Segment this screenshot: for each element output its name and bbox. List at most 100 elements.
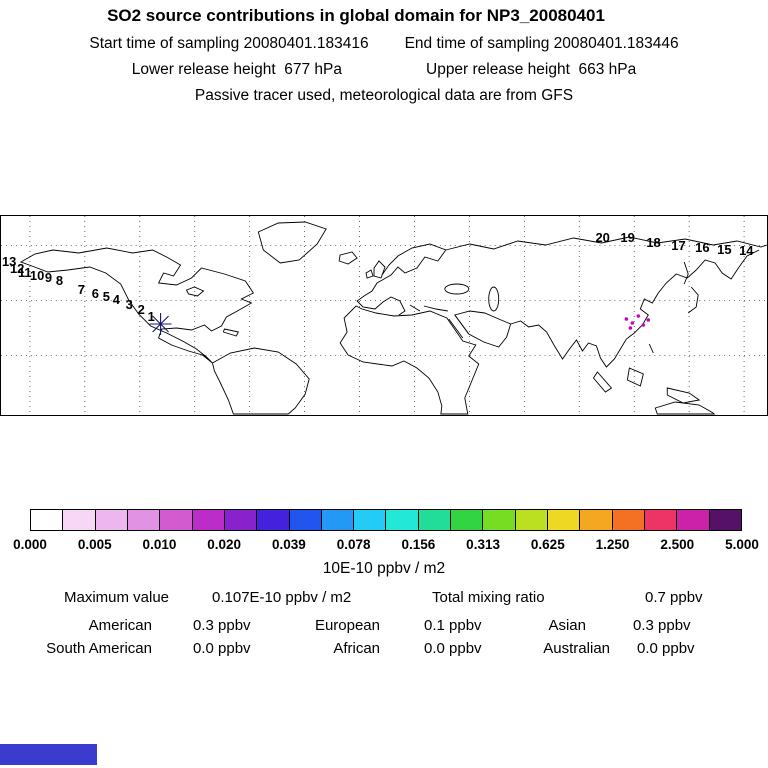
colorbar-tick-label: 0.010 <box>142 537 177 552</box>
hotspot-dot <box>624 317 629 321</box>
trajectory-hour-label: 15 <box>717 242 731 257</box>
colorbar-unit: 10E-10 ppbv / m2 <box>322 560 446 577</box>
colorbar-tick-label: 2.500 <box>660 537 695 552</box>
coast-europe <box>356 243 447 316</box>
region-value-african: 0.0 ppbv <box>424 640 482 657</box>
region-value-american: 0.3 ppbv <box>193 617 251 634</box>
trajectory-hour-label: 3 <box>126 297 133 312</box>
colorbar-cell <box>321 510 355 530</box>
trajectory-hour-label: 11 <box>18 265 32 280</box>
colorbar-cell <box>515 510 548 530</box>
coast-philippines <box>648 343 654 354</box>
world-map-panel: 20 19 18 17 16 15 14 13 12 11 10 9 8 7 6 5 4 3 2 1 <box>0 215 768 416</box>
coast-cuba <box>222 328 240 337</box>
trajectory-hour-label: 16 <box>695 240 709 255</box>
colorbar-cell <box>31 510 64 530</box>
graticule-gridlines <box>1 216 767 415</box>
colorbar-tick-label: 1.250 <box>595 537 630 552</box>
max-value: 0.107E-10 ppbv / m2 <box>212 589 352 606</box>
trajectory-hour-label: 1 <box>148 309 155 324</box>
colorbar-cell <box>580 510 613 530</box>
trajectory-hour-label: 19 <box>620 230 634 245</box>
total-mixing-ratio-label: Total mixing ratio <box>432 589 545 606</box>
coast-asia-north <box>445 236 767 251</box>
colorbar-cell <box>548 510 581 530</box>
tracer-note-text: Passive tracer used, meteorological data… <box>194 87 574 104</box>
upper-release-text: Upper release height 663 hPa <box>426 61 637 78</box>
trajectory-hour-label: 5 <box>103 289 110 304</box>
max-value-label: Maximum value <box>64 589 170 606</box>
region-label-african: African <box>333 640 380 657</box>
trajectory-hour-label: 20 <box>595 230 609 245</box>
coast-ireland <box>365 269 374 279</box>
region-value-australian: 0.0 ppbv <box>637 640 695 657</box>
trajectory-hour-label: 6 <box>92 286 99 301</box>
release-heights-line: Lower release height 677 hPa Upper relea… <box>0 61 768 79</box>
colorbar-cell <box>192 510 225 530</box>
coast-se-asia-islands <box>592 367 701 404</box>
colorbar-tick-label: 0.313 <box>466 537 500 552</box>
coast-britain <box>373 260 386 279</box>
colorbar-cell <box>483 510 516 530</box>
colorbar-cell <box>677 510 710 530</box>
trajectory-hour-label: 7 <box>78 282 85 297</box>
colorbar-cell <box>354 510 387 530</box>
trajectory-hour-label: 13 <box>2 254 16 269</box>
colorbar-cell <box>63 510 96 530</box>
colorbar-cell <box>612 510 645 530</box>
coast-japan <box>687 286 699 314</box>
trajectory-hour-label: 14 <box>739 243 754 258</box>
colorbar-cell <box>418 510 452 530</box>
region-value-asian: 0.3 ppbv <box>633 617 691 634</box>
colorbar-tick-label: 0.156 <box>401 537 436 552</box>
footer-logo-bar <box>0 744 97 765</box>
trajectory-hour-label: 2 <box>138 302 145 317</box>
hotspot-dot <box>630 321 635 325</box>
coast-mediterranean-east <box>409 304 448 312</box>
region-label-south-american: South American <box>46 640 152 657</box>
coast-sakhalin <box>683 261 689 285</box>
lower-release-text: Lower release height 677 hPa <box>131 61 342 78</box>
coast-asia-east <box>510 249 760 368</box>
trajectory-hour-label: 10 <box>30 268 44 283</box>
coast-great-lakes <box>185 286 205 297</box>
total-mixing-ratio-value: 0.7 ppbv <box>645 589 703 606</box>
trajectory-hour-label: 4 <box>113 292 121 307</box>
colorbar-cell <box>386 510 419 530</box>
region-label-american: American <box>88 617 152 634</box>
colorbar-cell <box>160 510 193 530</box>
coast-caspian-sea <box>488 286 500 312</box>
colorbar-tick-label: 0.039 <box>272 537 306 552</box>
region-label-asian: Asian <box>548 617 586 634</box>
tracer-note-line: Passive tracer used, meteorological data… <box>0 87 768 105</box>
colorbar-tick-label: 5.000 <box>725 537 759 552</box>
colorbar-cell <box>127 510 161 530</box>
coast-arabia <box>454 310 512 348</box>
hotspot-dot <box>641 323 646 327</box>
colorbar-tick-label: 0.020 <box>207 537 242 552</box>
colorbar-tick-label: 0.078 <box>336 537 371 552</box>
trajectory-hour-label: 8 <box>56 273 63 288</box>
trajectory-hour-label: 18 <box>646 235 660 250</box>
colorbar-tick-labels: 0.000 0.005 0.010 0.020 0.039 0.078 0.156 0.313… <box>13 537 759 555</box>
coast-australia <box>654 401 716 415</box>
hotspot-dot <box>646 318 651 322</box>
end-time-text: End time of sampling 20080401.183446 <box>404 35 679 52</box>
trajectory-hour-label: 17 <box>671 238 685 253</box>
coast-africa <box>339 305 480 415</box>
coastlines <box>19 221 767 415</box>
source-location-marker <box>149 313 172 335</box>
colorbar-cell <box>644 510 678 530</box>
colorbar-cell <box>451 510 484 530</box>
colorbar-tick-label: 0.625 <box>530 537 565 552</box>
coast-north-america <box>19 247 254 364</box>
coast-greenland <box>257 221 327 264</box>
colorbar-tick-label: 0.000 <box>13 537 47 552</box>
region-value-south-american: 0.0 ppbv <box>193 640 251 657</box>
colorbar-tick-label: 0.005 <box>77 537 112 552</box>
coast-black-sea <box>444 283 470 295</box>
colorbar-cell <box>95 510 128 530</box>
concentration-hotspots <box>624 314 651 330</box>
